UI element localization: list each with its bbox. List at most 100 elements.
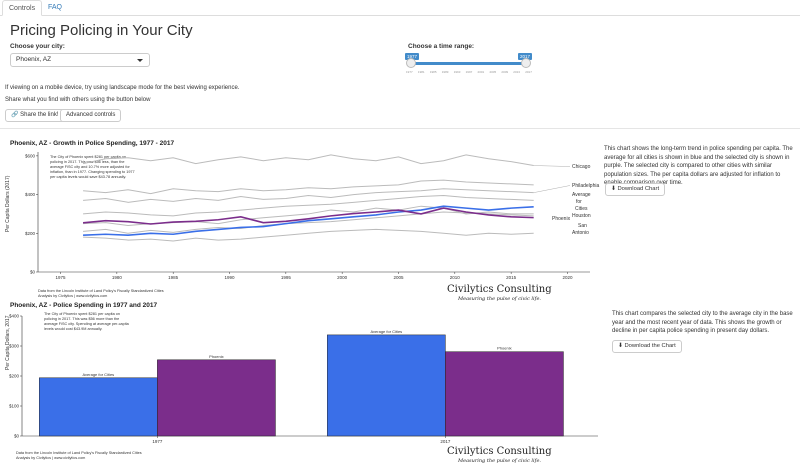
chart1-title: Phoenix, AZ - Growth in Police Spending,… [10,140,175,147]
bar-phoenix-2017 [445,351,564,437]
time-range-slider-track[interactable] [410,62,528,65]
line-chart: $0 $200 $400 $600 1975 1980 1985 1990 1995 2000 20… [25,152,599,280]
range-end-handle[interactable] [521,58,531,68]
download-the-chart-button[interactable]: ⬇ Download the Chart [612,340,682,353]
label-leader-line [533,185,571,193]
range-tick-label: 1977 [406,70,413,74]
link-icon: 🔗 [11,112,19,118]
range-tick-label: 2013 [513,70,520,74]
chart2-note-line: levels would cost $43.9M annually. [44,327,103,331]
bar-chart: $0 $100 $200 $300 $400 Average for Cities Phoe… [9,314,598,444]
range-tick-label: 2005 [489,70,497,74]
series-end-label: Phoenix [552,216,571,222]
x-tick-label: 2010 [450,275,461,280]
range-start-handle[interactable] [406,58,416,68]
download-chart-label: Download Chart [617,186,660,192]
series-line-average-for-cities [83,205,534,237]
chart1-description: This chart shows the long-term trend in … [604,146,793,186]
advanced-controls-button[interactable]: Advanced controls [60,109,122,122]
series-line-phoenix [82,207,534,225]
city-select[interactable]: Phoenix, AZ [10,53,150,67]
series-end-label: San [578,223,587,229]
download-icon: ⬇ [611,186,616,192]
chart1-source: Data from the Lincoln Institute of Land … [38,289,164,299]
chart1-note-line: inflation, than in 1977. Changing spendi… [50,170,135,174]
chart2-description: This chart compares the selected city to… [612,311,793,334]
brand-logo: Civilytics Consulting [447,284,552,295]
city-select-value: Phoenix, AZ [16,56,52,63]
series-end-label: Average [572,192,591,198]
x-tick-label: 1975 [56,275,67,280]
y-tick-label: $600 [25,153,36,158]
bar-data-label: Average for Cities [370,329,402,334]
y-tick-label: $200 [9,374,20,379]
range-tick-label: 2001 [477,70,485,74]
y-tick-label: $0 [14,434,20,439]
download-icon: ⬇ [618,343,623,349]
time-range-ticks: 1977 1981 1985 1989 1993 1997 2001 2005 2009 2013… [406,70,532,74]
chart2-title: Phoenix, AZ - Police Spending in 1977 an… [10,302,158,309]
series-end-label: for [576,199,582,205]
y-tick-label: $100 [9,404,20,409]
chart2-source-line: Analysis by Civilytics | www.civilytics.… [16,456,86,460]
series-line-san-antonio [83,228,534,242]
range-tick-label: 1989 [441,70,449,74]
bar-average-for-cities-1977 [39,377,158,437]
chart1-note: The City of Phoenix spent $281 per capit… [50,155,140,180]
divider [0,128,800,129]
series-end-label: Chicago [572,164,591,170]
x-tick-label: 2020 [562,275,573,280]
y-tick-label: $200 [25,231,36,236]
x-tick-label: 2015 [506,275,517,280]
chart1-note-line: per capita levels would save $43.78 annu… [50,175,127,179]
series-line-comparison [83,188,534,203]
chart2-note-line: policing in 2017. This was $56 more than… [44,317,120,321]
chevron-down-icon [137,59,143,62]
series-line-comparison [83,195,534,217]
y-tick-label: $0 [30,270,36,275]
series-line-chicago [82,154,534,167]
chart2-source: Data from the Lincoln Institute of Land … [16,451,142,461]
download-the-chart-label: Download the Chart [624,343,676,349]
city-label: Choose your city: [10,43,65,50]
series-line-comparison [83,211,534,234]
x-tick-label: 2017 [440,439,451,444]
share-link-button[interactable]: 🔗 Share the link! [5,109,65,122]
chart1-note-line: policing in 2017. This was $56 less, tha… [50,160,125,164]
tab-controls[interactable]: Controls [2,0,43,16]
bar-data-label: Phoenix [209,354,223,359]
x-tick-label: 2000 [337,275,348,280]
bar-data-label: Average for Cities [82,372,114,377]
page-title: Pricing Policing in Your City [10,22,193,39]
x-tick-label: 1980 [112,275,123,280]
range-tick-label: 1981 [417,70,425,74]
share-hint: Share what you find with others using th… [5,97,151,103]
chart2-note-line: average FiSC city. Spending at average p… [44,322,129,326]
chart2-note-line: The City of Phoenix spent $281 per capit… [44,312,120,316]
chart1-source-line: Data from the Lincoln Institute of Land … [38,289,164,293]
series-end-label: Cities [575,206,588,212]
bar-phoenix-1977 [157,359,276,437]
range-tick-label: 1985 [429,70,437,74]
chart2-source-line: Data from the Lincoln Institute of Land … [16,451,142,455]
series-line-philadelphia [83,179,534,195]
series-end-label: Antonio [572,230,589,236]
x-tick-label: 1995 [281,275,292,280]
series-end-label: Philadelphia [572,183,599,189]
chart2-note: The City of Phoenix spent $281 per capit… [44,312,144,332]
tab-faq[interactable]: FAQ [48,4,63,11]
range-start-badge: 1977 [405,53,420,60]
bar-average-for-cities-2017 [327,334,446,437]
download-chart-button[interactable]: ⬇ Download Chart [605,183,666,196]
range-tick-label: 2017 [525,70,532,74]
share-link-label: Share the link! [20,112,59,118]
mobile-hint: If viewing on a mobile device, try using… [5,85,240,91]
range-end-badge: 2017 [518,53,533,60]
y-tick-label: $400 [25,192,36,197]
bar-data-label: Phoenix [497,346,511,351]
x-tick-label: 2005 [393,275,404,280]
range-tick-label: 2009 [501,70,509,74]
x-tick-label: 1977 [152,439,163,444]
brand-tagline: Measuring the pulse of civic life. [458,458,542,464]
chart1-source-line: Analysis by Civilytics | www.civilytics.… [38,294,108,298]
